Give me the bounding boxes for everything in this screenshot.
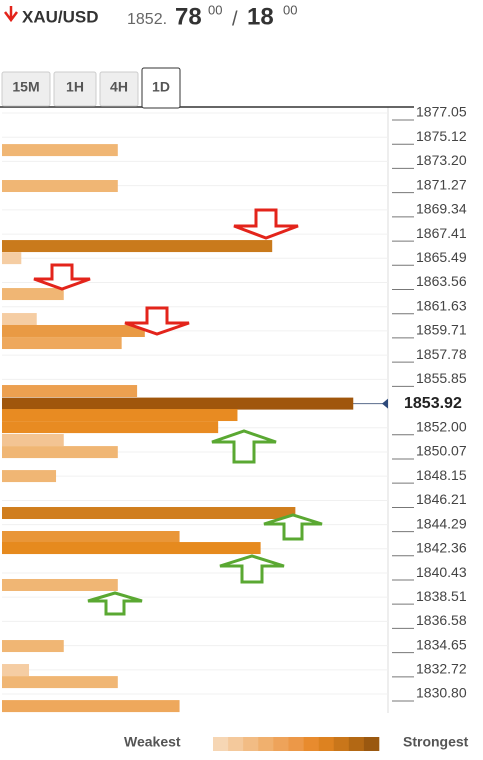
confluence-bar — [2, 180, 118, 193]
legend-swatch — [303, 737, 319, 751]
confluence-bar — [2, 144, 118, 157]
bid-main: 1852. — [127, 11, 167, 28]
y-tick-label: 1838.51 — [416, 588, 467, 604]
y-tick-label: 1857.78 — [416, 346, 467, 362]
confluence-bar — [2, 288, 64, 301]
current-price-marker — [382, 398, 388, 409]
tab[interactable] — [99, 71, 139, 107]
confluence-bar — [2, 446, 118, 459]
y-tick-label: 1830.80 — [416, 685, 467, 701]
y-tick-label: 1863.56 — [416, 273, 467, 289]
tab[interactable] — [141, 67, 181, 109]
confluence-bar — [2, 409, 238, 422]
legend-strong: Strongest — [403, 734, 469, 750]
confluence-bar — [2, 397, 354, 410]
legend-swatch — [228, 737, 244, 751]
y-tick-label: 1842.36 — [416, 540, 467, 556]
symbol: XAU/USD — [22, 7, 99, 26]
tab[interactable] — [53, 71, 97, 107]
support-arrow — [87, 591, 143, 616]
confluence-bar — [2, 507, 296, 520]
y-tick-label: 1850.07 — [416, 443, 467, 459]
tab-label[interactable]: 1D — [152, 79, 170, 95]
confluence-bar — [2, 434, 64, 447]
legend-swatch — [333, 737, 350, 751]
legend-swatch — [213, 737, 229, 751]
confluence-bar — [2, 700, 180, 713]
tab-label[interactable]: 15M — [12, 79, 39, 95]
confluence-bar — [2, 252, 22, 265]
y-tick-label: 1871.27 — [416, 176, 467, 192]
legend-swatch — [318, 737, 335, 751]
y-tick-label: 1834.65 — [416, 636, 467, 652]
y-tick-label: 1873.20 — [416, 152, 467, 168]
confluence-bar — [2, 640, 64, 653]
bid-small: 00 — [208, 2, 222, 17]
confluence-bar — [2, 676, 118, 689]
confluence-bar — [2, 421, 219, 434]
y-tick-label: 1840.43 — [416, 564, 467, 580]
confluence-bar — [2, 578, 118, 591]
support-arrow — [211, 429, 277, 464]
legend-swatch — [273, 737, 289, 751]
y-tick-label: 1852.00 — [416, 418, 467, 434]
legend-swatch — [258, 737, 274, 751]
legend-swatch — [348, 737, 365, 751]
y-tick-label: 1869.34 — [416, 201, 467, 217]
confluence-bar — [2, 313, 37, 326]
confluence-bar — [2, 240, 273, 253]
y-tick-label: 1861.63 — [416, 297, 467, 313]
legend-weak: Weakest — [124, 734, 181, 750]
y-tick-label: 1859.71 — [416, 322, 467, 338]
tab-label[interactable]: 1H — [66, 79, 84, 95]
y-tick-label: 1836.58 — [416, 612, 467, 628]
confluence-bar — [2, 470, 57, 483]
support-arrow — [219, 554, 285, 584]
down-icon — [4, 6, 18, 23]
confluence-bar — [2, 337, 122, 350]
y-tick-label: 1855.85 — [416, 370, 467, 386]
resistance-arrow — [33, 263, 91, 291]
y-tick-label: 1877.05 — [416, 104, 467, 120]
y-tick-label: 1844.29 — [416, 515, 467, 531]
y-tick-label: 1846.21 — [416, 491, 467, 507]
legend-swatch — [288, 737, 304, 751]
ask-small: 00 — [283, 2, 297, 17]
separator: / — [232, 8, 238, 30]
resistance-arrow — [233, 208, 299, 240]
y-tick-label: 1832.72 — [416, 661, 467, 677]
confluence-bar — [2, 664, 30, 677]
legend-swatch — [363, 737, 380, 751]
current-price-label: 1853.92 — [404, 395, 462, 412]
y-tick-label: 1867.41 — [416, 225, 467, 241]
support-arrow — [263, 513, 323, 541]
bid-big: 78 — [175, 3, 202, 30]
y-tick-label: 1848.15 — [416, 467, 467, 483]
tab-label[interactable]: 4H — [110, 79, 128, 95]
confluence-bar — [2, 531, 180, 544]
confluence-bar — [2, 542, 261, 555]
confluence-bar — [2, 385, 138, 398]
legend-swatch — [243, 737, 259, 751]
ask-big: 18 — [247, 3, 274, 30]
y-tick-label: 1875.12 — [416, 128, 467, 144]
y-tick-label: 1865.49 — [416, 249, 467, 265]
confluence-bar — [2, 324, 145, 337]
tab[interactable] — [1, 71, 51, 107]
resistance-arrow — [124, 306, 190, 336]
